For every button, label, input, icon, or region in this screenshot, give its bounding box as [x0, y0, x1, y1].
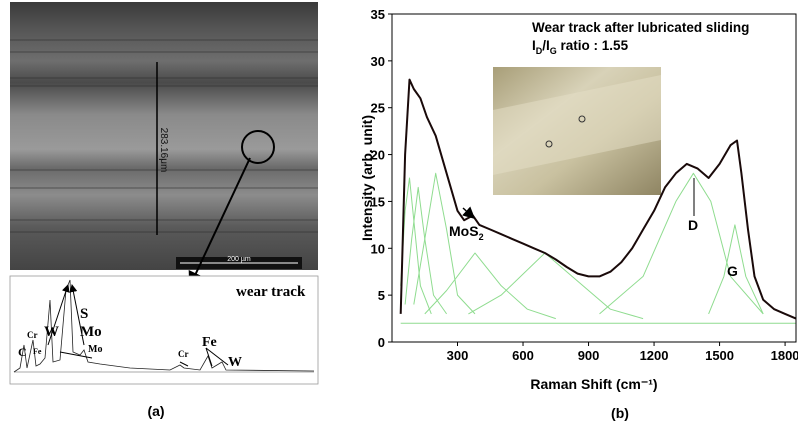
x-tick-label: 1500 — [705, 348, 734, 363]
x-tick-label: 900 — [578, 348, 600, 363]
y-tick-label: 30 — [371, 54, 385, 69]
caption: (a) — [147, 403, 164, 419]
series-line — [399, 78, 797, 320]
inset-spot — [578, 115, 586, 123]
y-tick-label: 0 — [378, 335, 385, 350]
mos2-part: MoS — [449, 223, 479, 239]
y-tick-label: 35 — [371, 7, 385, 22]
series-line — [708, 224, 764, 315]
raman-chart: 0 5 10 15 20 25 30 35 300 600 900 1200 1500 1800 Raman… — [359, 7, 798, 421]
ratio-label: ID/IG ratio : 1.55 — [532, 38, 629, 56]
inset-spot — [545, 140, 553, 148]
eds-peak: Cr — [27, 330, 38, 340]
y-tick-label: 5 — [378, 288, 385, 303]
ratio-part: ratio : 1.55 — [557, 38, 629, 53]
g-label: G — [727, 263, 738, 279]
eds-peak: S — [80, 306, 88, 322]
series-line — [468, 252, 644, 320]
y-tick-label: 25 — [371, 101, 385, 116]
series-line — [404, 186, 448, 315]
x-axis-label: Raman Shift (cm⁻¹) — [530, 376, 657, 392]
eds-spectrum: wear track C Cr Fe W S Mo Mo Cr Fe W — [9, 275, 319, 385]
scale-bar-label: 200 µm — [227, 256, 251, 263]
x-tick-label: 1800 — [771, 348, 798, 363]
x-tick-label: 1200 — [640, 348, 669, 363]
d-label: D — [688, 217, 698, 233]
eds-peak: W — [44, 324, 59, 340]
sem-image — [10, 2, 318, 270]
series-line — [400, 177, 432, 315]
eds-peak: Mo — [88, 344, 102, 355]
eds-peak: C — [18, 345, 27, 359]
eds-peak: Fe — [202, 335, 217, 350]
sem-width-label: 283.16μm — [158, 128, 169, 173]
ratio-part: D — [536, 46, 543, 56]
series-line — [599, 172, 764, 315]
pointer-arrow — [188, 157, 251, 288]
mos2-part: 2 — [479, 232, 484, 242]
y-tick-label: 15 — [371, 194, 385, 209]
y-axis-label: Intensity (arb. unit) — [359, 115, 375, 241]
box-title: Wear track after lubricated sliding — [532, 20, 749, 35]
eds-title: wear track — [236, 284, 306, 300]
plot-frame — [391, 13, 797, 343]
eds-peak: Fe — [33, 347, 42, 356]
caption: (b) — [611, 405, 629, 421]
series-line — [413, 172, 476, 315]
x-tick-label: 600 — [512, 348, 534, 363]
ratio-part: G — [550, 46, 557, 56]
ratio-part: I — [532, 38, 536, 53]
y-tick-label: 10 — [371, 241, 385, 256]
eds-peak: Cr — [178, 349, 189, 359]
inset-track — [493, 75, 661, 175]
ratio-part: /I — [542, 38, 550, 53]
eds-peak: W — [228, 355, 242, 370]
mos2-arrow — [462, 206, 476, 220]
eds-peak: Mo — [80, 324, 102, 340]
y-tick-label: 20 — [371, 148, 385, 163]
x-tick-label: 300 — [447, 348, 469, 363]
series-line — [424, 252, 556, 320]
mos2-label: MoS2 — [449, 223, 484, 242]
